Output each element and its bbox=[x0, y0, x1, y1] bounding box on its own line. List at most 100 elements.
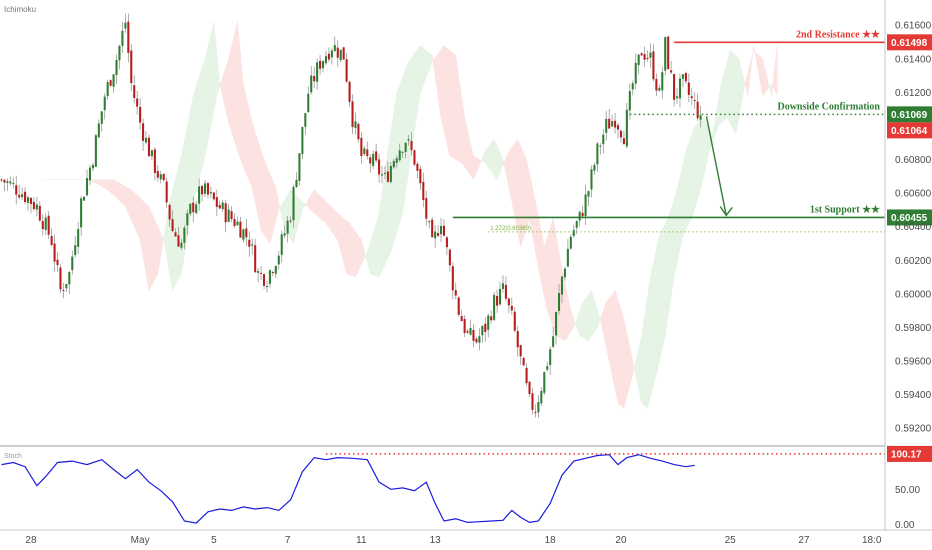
candle-body bbox=[24, 191, 27, 202]
cloud-segment bbox=[650, 263, 654, 397]
candle-body bbox=[451, 266, 454, 291]
candle-body bbox=[251, 244, 254, 246]
candle-body bbox=[174, 232, 177, 237]
cloud-segment bbox=[676, 176, 681, 264]
current-price-tag bbox=[887, 122, 932, 139]
candle-body bbox=[519, 345, 522, 357]
candle-body bbox=[324, 56, 328, 64]
cloud-segment bbox=[446, 47, 451, 157]
time-axis: 28 May 5 7 11 13 18 20 25 27 18:0 bbox=[25, 535, 881, 546]
candle-body bbox=[484, 323, 487, 332]
candle-body bbox=[448, 249, 451, 266]
candle-body bbox=[575, 221, 578, 228]
cloud-segment bbox=[234, 21, 238, 151]
candle-body bbox=[59, 267, 62, 290]
candle-body bbox=[608, 118, 611, 129]
cloud-segment bbox=[263, 159, 268, 240]
candle-body bbox=[684, 72, 687, 82]
candle-body bbox=[68, 271, 71, 285]
candle-body bbox=[139, 106, 142, 123]
price-tick-label: 0.60800 bbox=[895, 155, 932, 166]
cloud-segment bbox=[723, 61, 728, 121]
candle-body bbox=[83, 196, 86, 201]
candle-body bbox=[510, 305, 513, 311]
price-tick-label: 0.59400 bbox=[895, 390, 932, 401]
candle-body bbox=[103, 96, 106, 111]
candle-body bbox=[127, 21, 130, 53]
candle-body bbox=[136, 98, 139, 107]
candle-body bbox=[410, 141, 413, 151]
candle-body bbox=[345, 59, 348, 82]
cloud-segment bbox=[192, 86, 197, 202]
cloud-segment bbox=[319, 195, 324, 222]
candle-body bbox=[611, 121, 614, 127]
support-1-tag-label: 0.60455 bbox=[891, 213, 928, 224]
candle-body bbox=[94, 135, 97, 167]
cloud-segment bbox=[673, 189, 678, 278]
time-tick-label: 20 bbox=[615, 535, 627, 546]
cloud-segment bbox=[487, 142, 492, 173]
candle-body bbox=[195, 204, 198, 213]
cloud-segment bbox=[358, 235, 362, 271]
candle-body bbox=[198, 186, 201, 204]
candle-body bbox=[649, 52, 652, 58]
candle-body bbox=[277, 255, 280, 265]
cloud-segment bbox=[322, 197, 327, 224]
candle-body bbox=[239, 221, 242, 238]
cloud-segment bbox=[260, 150, 265, 236]
forecast-arrow-head bbox=[719, 206, 733, 217]
cloud-segment bbox=[685, 142, 690, 230]
candle-body bbox=[283, 233, 286, 236]
candle-body bbox=[569, 236, 572, 249]
candle-body bbox=[265, 286, 269, 288]
candle-body bbox=[454, 290, 457, 296]
candle-body bbox=[316, 62, 319, 82]
candle-body bbox=[407, 139, 410, 141]
stoch-line bbox=[1, 454, 695, 524]
candle-body bbox=[581, 212, 584, 217]
cloud-segment bbox=[269, 173, 274, 244]
cloud-segment bbox=[190, 95, 194, 220]
candle-body bbox=[625, 109, 628, 147]
candle-body bbox=[496, 295, 499, 306]
candle-body bbox=[133, 85, 136, 99]
cloud-segment bbox=[325, 200, 330, 229]
cloud-segment bbox=[549, 218, 554, 328]
downside-confirmation-label: Downside Confirmation bbox=[777, 101, 880, 112]
cloud-segment bbox=[116, 180, 120, 202]
candle-body bbox=[6, 181, 9, 183]
price-tick-label: 0.59200 bbox=[895, 424, 932, 435]
cloud-segment bbox=[133, 191, 138, 234]
cloud-segment bbox=[440, 44, 445, 131]
candle-body bbox=[339, 49, 342, 61]
cloud-segment bbox=[131, 189, 135, 227]
cloud-segment bbox=[119, 182, 123, 205]
price-tick-label: 0.60200 bbox=[895, 256, 932, 267]
cloud-segment bbox=[656, 235, 660, 375]
cloud-segment bbox=[774, 45, 778, 96]
candle-body bbox=[165, 181, 168, 203]
candle-body bbox=[460, 315, 463, 322]
candle-body bbox=[336, 47, 339, 58]
candle-body bbox=[150, 150, 153, 157]
candle-body bbox=[230, 211, 233, 220]
cloud-segment bbox=[145, 203, 150, 291]
candle-body bbox=[375, 151, 378, 161]
candle-body bbox=[307, 93, 310, 113]
stoch-level-tag-label: 100.17 bbox=[891, 449, 922, 460]
cloud-segment bbox=[148, 206, 153, 291]
candle-body bbox=[360, 137, 363, 157]
candle-body bbox=[596, 143, 599, 165]
cloud-segment bbox=[154, 219, 159, 280]
candle-body bbox=[12, 182, 15, 184]
cloud-segment bbox=[266, 166, 271, 245]
cloud-segment bbox=[582, 297, 586, 340]
cloud-segment bbox=[328, 203, 333, 233]
time-tick-label: 5 bbox=[211, 535, 217, 546]
resistance-2-label: 2nd Resistance ★★ bbox=[796, 29, 880, 40]
candle-body bbox=[616, 125, 620, 130]
indicator-label: Ichimoku bbox=[4, 5, 36, 14]
candle-body bbox=[109, 80, 112, 86]
candle-body bbox=[233, 218, 236, 227]
